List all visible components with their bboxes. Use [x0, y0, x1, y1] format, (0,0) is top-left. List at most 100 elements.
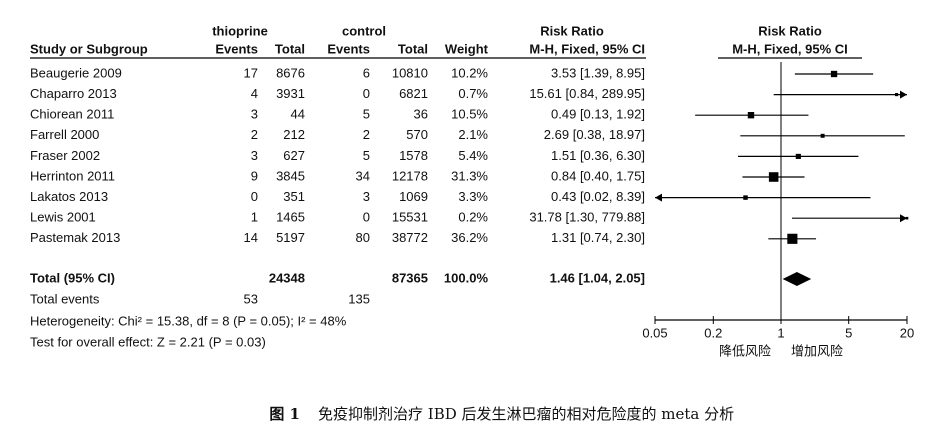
total-events: Total events	[30, 291, 100, 306]
study-marker	[795, 153, 801, 159]
cell: 1.51 [0.36, 6.30]	[551, 148, 645, 163]
cell: 0.49 [0.13, 1.92]	[551, 107, 645, 122]
cell: 5197	[276, 230, 305, 245]
cell: 10.2%	[451, 65, 488, 80]
cell: 351	[283, 189, 305, 204]
column-header: Events	[327, 41, 370, 56]
cell: 36.2%	[451, 230, 488, 245]
cell: 5.4%	[458, 148, 488, 163]
cell: 3	[251, 148, 258, 163]
cell: 627	[283, 148, 305, 163]
study-name: Chaparro 2013	[30, 86, 117, 101]
cell: 3.53 [1.39, 8.95]	[551, 65, 645, 80]
cell: 12178	[392, 168, 428, 183]
x-tick-label: 5	[845, 325, 852, 340]
x-tick-label: 0.05	[642, 325, 667, 340]
cell: 0	[363, 86, 370, 101]
cell: 0.2%	[458, 210, 488, 225]
total-diamond	[782, 272, 812, 286]
cell: 31.78 [1.30, 779.88]	[529, 210, 645, 225]
cell: 0.7%	[458, 86, 488, 101]
cell: 2	[363, 127, 370, 142]
overall-effect: Test for overall effect: Z = 2.21 (P = 0…	[30, 334, 266, 349]
group-header: Risk Ratio	[540, 23, 604, 38]
cell: 31.3%	[451, 168, 488, 183]
column-header: Total	[275, 41, 305, 56]
study-name: Lewis 2001	[30, 210, 96, 225]
x-tick-label: 0.2	[704, 325, 722, 340]
cell: 100.0%	[444, 270, 489, 285]
study-marker	[743, 195, 748, 200]
cell: 4	[251, 86, 258, 101]
cell: 2.69 [0.38, 18.97]	[544, 127, 645, 142]
cell: 0.84 [0.40, 1.75]	[551, 168, 645, 183]
column-header: Weight	[445, 41, 489, 56]
cell: 80	[356, 230, 370, 245]
study-marker	[747, 112, 755, 119]
study-marker	[895, 93, 899, 97]
column-header: Study or Subgroup	[30, 41, 148, 56]
group-header: Risk Ratio	[758, 23, 822, 38]
cell: 36	[414, 107, 428, 122]
cell: 15531	[392, 210, 428, 225]
cell: 5	[363, 148, 370, 163]
study-marker	[905, 216, 909, 220]
cell: 53	[244, 291, 258, 306]
study-marker	[830, 70, 838, 78]
axis-label-left: 降低风险	[719, 343, 771, 358]
study-marker	[820, 133, 825, 138]
study-name: Lakatos 2013	[30, 189, 108, 204]
x-tick-label: 1	[777, 325, 784, 340]
cell: 24348	[269, 270, 305, 285]
axis-label-right: 增加风险	[791, 343, 843, 358]
cell: 2	[251, 127, 258, 142]
cell: 10810	[392, 65, 428, 80]
cell: 1069	[399, 189, 428, 204]
cell: 1.46 [1.04, 2.05]	[550, 270, 645, 285]
study-marker	[768, 172, 779, 182]
heterogeneity: Heterogeneity: Chi² = 15.38, df = 8 (P =…	[30, 313, 347, 328]
cell: 8676	[276, 65, 305, 80]
cell: 570	[406, 127, 428, 142]
total-name: Total (95% CI)	[30, 270, 115, 285]
cell: 1465	[276, 210, 305, 225]
cell: 9	[251, 168, 258, 183]
study-name: Chiorean 2011	[30, 107, 114, 122]
cell: 17	[244, 65, 258, 80]
study-name: Pastemak 2013	[30, 230, 120, 245]
ci-arrow	[900, 214, 907, 223]
x-tick-label: 20	[900, 325, 914, 340]
cell: 5	[363, 107, 370, 122]
cell: 0	[363, 210, 370, 225]
column-header: Events	[215, 41, 258, 56]
cell: 14	[244, 230, 258, 245]
cell: 1578	[399, 148, 428, 163]
caption-text: 免疫抑制剂治疗 IBD 后发生淋巴瘤的相对危险度的 meta 分析	[318, 405, 734, 423]
column-header: Total	[398, 41, 428, 56]
cell: 15.61 [0.84, 289.95]	[529, 86, 645, 101]
cell: 3931	[276, 86, 305, 101]
ci-arrow	[900, 90, 907, 99]
column-header: M-H, Fixed, 95% CI	[529, 41, 645, 56]
cell: 3	[251, 107, 258, 122]
cell: 44	[291, 107, 305, 122]
cell: 0.43 [0.02, 8.39]	[551, 189, 645, 204]
column-header: M-H, Fixed, 95% CI	[732, 41, 848, 56]
cell: 1	[251, 210, 258, 225]
study-name: Herrinton 2011	[30, 168, 115, 183]
cell: 135	[348, 291, 370, 306]
cell: 3	[363, 189, 370, 204]
group-header: control	[342, 23, 386, 38]
cell: 6821	[399, 86, 428, 101]
study-marker	[787, 233, 798, 244]
study-name: Fraser 2002	[30, 148, 100, 163]
study-name: Beaugerie 2009	[30, 65, 122, 80]
cell: 10.5%	[451, 107, 488, 122]
cell: 87365	[392, 270, 428, 285]
cell: 2.1%	[458, 127, 488, 142]
cell: 212	[283, 127, 305, 142]
cell: 3.3%	[458, 189, 488, 204]
cell: 6	[363, 65, 370, 80]
cell: 3845	[276, 168, 305, 183]
